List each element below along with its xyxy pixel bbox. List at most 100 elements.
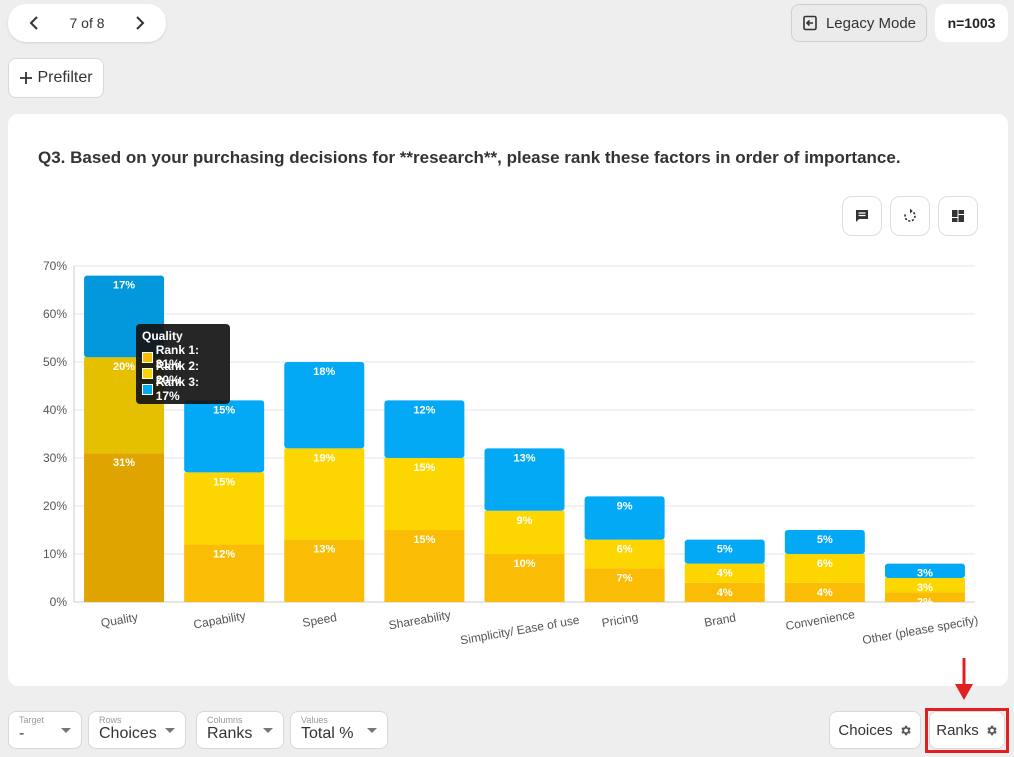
columns-select-label: Columns — [207, 715, 243, 725]
bar-data-label: 15% — [413, 534, 435, 546]
comment-button[interactable] — [842, 196, 882, 236]
bar-data-label: 17% — [113, 280, 135, 292]
sample-size-badge: n=1003 — [935, 4, 1008, 42]
bar-data-label: 4% — [717, 587, 733, 599]
chevron-left-icon — [29, 16, 38, 30]
bar-data-label: 9% — [517, 515, 533, 527]
exit-icon — [803, 15, 817, 31]
annotation-highlight-box — [925, 708, 1009, 753]
stacked-bar-chart: 0% 10% 20% 30% 40% 50% 60% 70% 31% 20% 17% Quality 1… — [43, 259, 979, 648]
rank3-swatch — [142, 383, 153, 395]
rows-select[interactable]: Rows Choices — [88, 711, 186, 749]
rows-select-label: Rows — [99, 715, 122, 725]
bar-segment — [584, 539, 665, 569]
y-tick-label: 60% — [43, 307, 67, 321]
bar-data-label: 12% — [413, 404, 435, 416]
bar-data-label: 2% — [917, 596, 933, 608]
bar-data-label: 13% — [513, 452, 535, 464]
y-tick-label: 40% — [43, 403, 67, 417]
pager-count: 7 of 8 — [69, 15, 105, 31]
bar-segment — [784, 530, 865, 554]
bar-data-label: 6% — [817, 558, 833, 570]
tooltip-row-rank1: Rank 1: 31% — [142, 343, 224, 371]
bar-data-label: 4% — [817, 587, 833, 599]
bar-segment — [584, 496, 665, 540]
choices-settings-button[interactable]: Choices — [829, 711, 921, 749]
next-question-button[interactable] — [130, 13, 150, 33]
x-category-label: Convenience — [784, 607, 856, 633]
rows-select-value: Choices — [99, 725, 157, 742]
prefilter-button[interactable]: Prefilter — [8, 58, 104, 98]
bar-segment — [884, 592, 965, 602]
refresh-button[interactable] — [890, 196, 930, 236]
x-category-label: Brand — [703, 610, 737, 629]
bar-segment — [184, 544, 265, 602]
previous-question-button[interactable] — [24, 13, 44, 33]
annotation-arrow-icon — [955, 658, 973, 700]
y-tick-label: 20% — [43, 499, 67, 513]
y-tick-label: 30% — [43, 451, 67, 465]
x-category-label: Pricing — [601, 610, 640, 630]
rank1-swatch — [142, 351, 153, 363]
bar-segment — [684, 539, 765, 564]
x-category-label: Quality — [100, 610, 139, 630]
legacy-mode-button[interactable]: Legacy Mode — [791, 4, 927, 42]
bar-data-label: 3% — [917, 582, 933, 594]
y-tick-label: 50% — [43, 355, 67, 369]
bar-segment — [184, 400, 265, 473]
prefilter-label: Prefilter — [37, 69, 93, 86]
bar-segment — [284, 539, 365, 602]
bar-segment — [684, 563, 765, 583]
gear-icon — [987, 725, 997, 735]
tooltip-row-rank3: Rank 3: 17% — [142, 375, 224, 403]
x-category-label: Shareability — [388, 608, 452, 633]
y-tick-label: 70% — [43, 259, 67, 273]
bar-data-label: 6% — [617, 544, 633, 556]
tooltip-rank2-text: Rank 2: 20% — [155, 359, 200, 387]
question-pager: 7 of 8 — [8, 4, 166, 42]
x-category-label: Speed — [301, 610, 338, 630]
columns-select-value: Ranks — [207, 725, 253, 742]
bar-data-label: 15% — [413, 462, 435, 474]
y-tick-label: 0% — [50, 595, 68, 609]
layout-button[interactable] — [938, 196, 978, 236]
rank2-swatch — [142, 367, 153, 379]
caret-down-icon — [61, 728, 71, 733]
bar-data-label: 5% — [817, 534, 833, 546]
columns-select[interactable]: Columns Ranks — [196, 711, 284, 749]
bar-data-label: 9% — [617, 500, 633, 512]
bar-segment — [284, 448, 365, 540]
ranks-settings-label: Ranks — [936, 721, 979, 739]
bar-segment — [884, 563, 965, 578]
values-select-value: Total % — [301, 725, 354, 742]
bar-segment — [684, 582, 765, 602]
question-title: Q3. Based on your purchasing decisions f… — [38, 148, 901, 167]
bar-segment — [84, 453, 165, 602]
caret-down-icon — [263, 728, 273, 733]
target-select-value: - — [19, 725, 25, 742]
bar-segment — [484, 448, 565, 511]
x-category-label: Capability — [192, 609, 246, 632]
bar-data-label: 3% — [917, 568, 933, 580]
values-select[interactable]: Values Total % — [290, 711, 388, 749]
x-category-label: Simplicity/ Ease of use — [459, 613, 581, 648]
bar-segment — [784, 582, 865, 602]
legacy-mode-label: Legacy Mode — [825, 14, 917, 32]
bar-data-label: 20% — [113, 361, 135, 373]
target-select[interactable]: Target - — [8, 711, 82, 749]
bar-data-label: 10% — [513, 558, 535, 570]
bar-data-label: 4% — [717, 568, 733, 580]
tooltip-row-rank2: Rank 2: 20% — [142, 359, 224, 387]
ranks-settings-button[interactable]: Ranks — [929, 711, 1005, 749]
values-select-label: Values — [301, 715, 328, 725]
refresh-icon — [904, 208, 916, 222]
bar-data-label: 15% — [213, 404, 235, 416]
bar-data-label: 15% — [213, 476, 235, 488]
tooltip-rank3-text: Rank 3: 17% — [155, 375, 200, 403]
bar-data-label: 13% — [313, 544, 335, 556]
dashboard-icon — [952, 210, 964, 222]
caret-down-icon — [165, 728, 175, 733]
bar-data-label: 5% — [717, 544, 733, 556]
choices-settings-label: Choices — [838, 721, 893, 739]
bar-segment — [384, 530, 465, 602]
